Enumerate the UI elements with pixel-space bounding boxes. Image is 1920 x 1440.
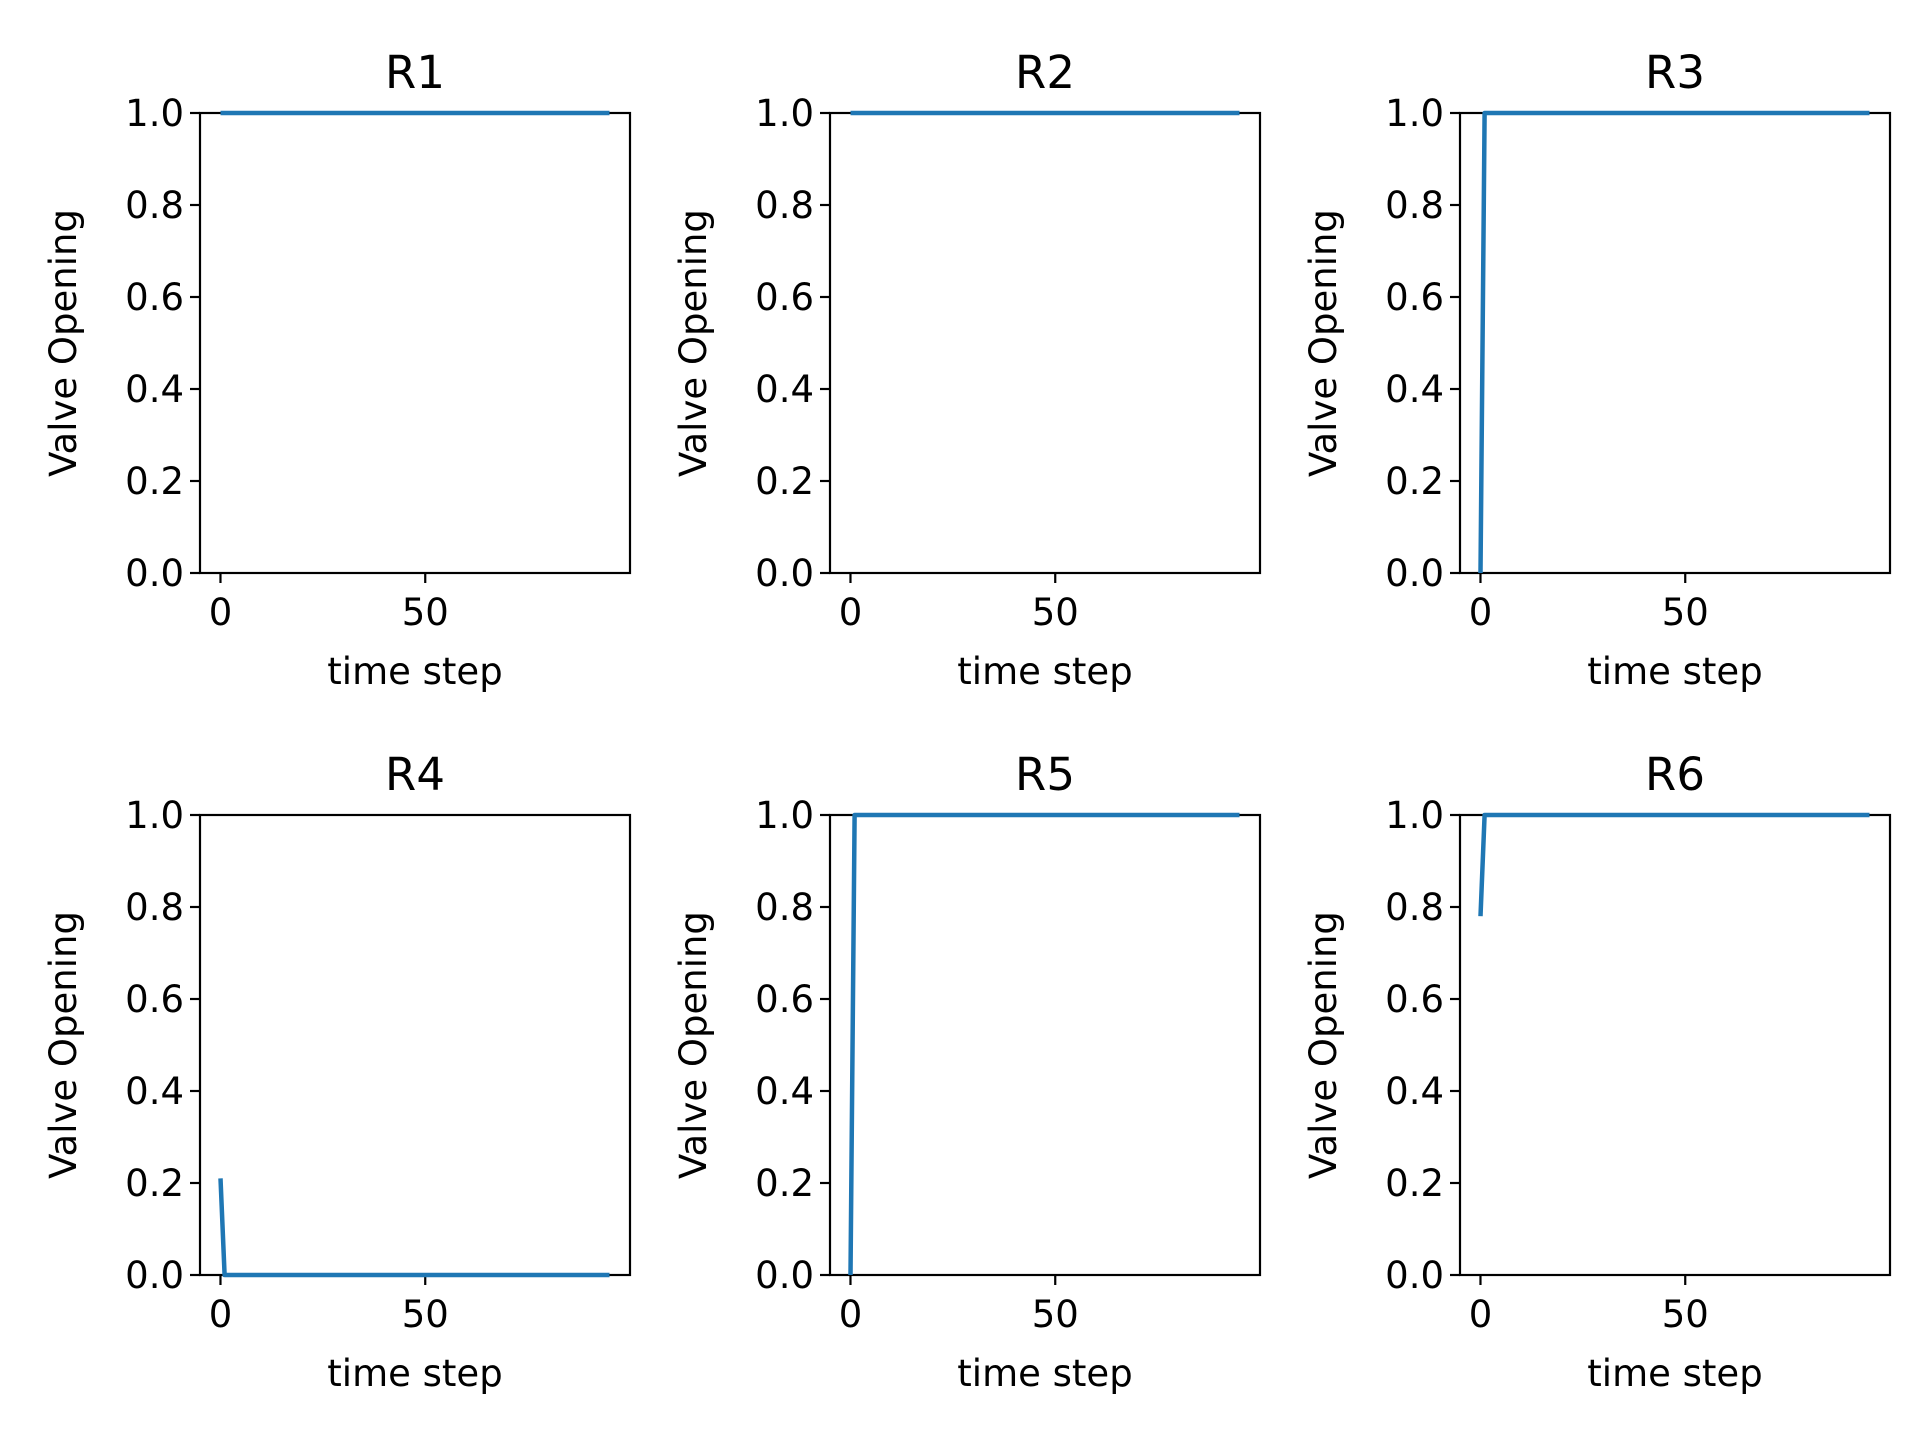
panel-1-x-tick-label: 0 (209, 591, 233, 634)
panel-3-x-tick-label: 0 (1469, 591, 1493, 634)
panel-4-title: R4 (385, 748, 445, 801)
panel-5-y-tick-label: 0.0 (755, 1254, 814, 1297)
panel-3-frame (1458, 111, 1892, 575)
panel-6-x-axis-label: time step (1587, 1352, 1762, 1395)
panel-1-y-tick-label: 0.4 (125, 368, 184, 411)
panel-4-y-axis-label: Valve Opening (42, 911, 85, 1179)
panel-3-y-tick-label: 0.4 (1385, 368, 1444, 411)
panel-4-y-tick-label: 0.8 (125, 886, 184, 929)
panel-5-y-tick-label: 0.4 (755, 1070, 814, 1113)
panel-1-y-tick-label: 0.8 (125, 184, 184, 227)
panel-2-x-tick-label: 0 (839, 591, 863, 634)
panel-4-y-tick-label: 0.2 (125, 1162, 184, 1205)
panel-3-y-axis-label: Valve Opening (1302, 209, 1345, 477)
panel-3-y-tick-label: 0.2 (1385, 460, 1444, 503)
panel-5-x-tick-label: 0 (839, 1293, 863, 1336)
panel-3-series-line (1478, 110, 1870, 574)
panel-2-title: R2 (1015, 46, 1075, 99)
panel-1-y-tick-label: 0.0 (125, 552, 184, 595)
panel-5-y-axis-label: Valve Opening (672, 911, 715, 1179)
panel-4-x-axis-label: time step (327, 1352, 502, 1395)
panel-3-x-axis-label: time step (1587, 650, 1762, 693)
panel-6-frame (1458, 813, 1892, 1277)
panel-4-series-line (218, 1178, 610, 1278)
panel-5-y-tick-label: 0.8 (755, 886, 814, 929)
panel-1-frame (198, 111, 632, 575)
panel-6-title: R6 (1645, 748, 1705, 801)
panel-4-y-tick-label: 0.0 (125, 1254, 184, 1297)
panel-4-y-tick-label: 1.0 (125, 794, 184, 837)
panel-6-y-tick-label: 0.2 (1385, 1162, 1444, 1205)
panel-1-y-tick-label: 0.6 (125, 276, 184, 319)
panel-6-x-tick-label: 0 (1469, 1293, 1493, 1336)
panel-5-title: R5 (1015, 748, 1075, 801)
panel-5-frame (828, 813, 1262, 1277)
panel-2-y-tick-label: 0.0 (755, 552, 814, 595)
panel-5-series-line (848, 812, 1240, 1276)
panel-2-frame (828, 111, 1262, 575)
panel-5-y-tick-label: 0.6 (755, 978, 814, 1021)
panel-2-y-tick-label: 0.2 (755, 460, 814, 503)
panel-2-x-tick-label: 50 (1032, 591, 1079, 634)
panel-4-x-tick-label: 50 (402, 1293, 449, 1336)
panel-5-y-tick-label: 0.2 (755, 1162, 814, 1205)
panel-2-y-tick-label: 0.8 (755, 184, 814, 227)
panel-3-title: R3 (1645, 46, 1705, 99)
panel-1-title: R1 (385, 46, 445, 99)
panel-2-y-tick-label: 0.4 (755, 368, 814, 411)
panel-2-y-tick-label: 1.0 (755, 92, 814, 135)
panel-4-x-tick-label: 0 (209, 1293, 233, 1336)
panel-6-y-tick-label: 0.6 (1385, 978, 1444, 1021)
panel-4-y-tick-label: 0.6 (125, 978, 184, 1021)
panel-3-y-tick-label: 1.0 (1385, 92, 1444, 135)
panel-5-x-axis-label: time step (957, 1352, 1132, 1395)
panel-1-x-tick-label: 50 (402, 591, 449, 634)
panel-3-x-tick-label: 50 (1662, 591, 1709, 634)
panel-1-x-axis-label: time step (327, 650, 502, 693)
panel-6-series-line (1478, 812, 1870, 917)
panel-4-frame (198, 813, 632, 1277)
panel-2-y-axis-label: Valve Opening (672, 209, 715, 477)
panel-6-y-tick-label: 0.8 (1385, 886, 1444, 929)
panel-2-y-tick-label: 0.6 (755, 276, 814, 319)
panel-6-x-tick-label: 50 (1662, 1293, 1709, 1336)
panel-6-y-axis-label: Valve Opening (1302, 911, 1345, 1179)
panel-6-y-tick-label: 0.0 (1385, 1254, 1444, 1297)
panel-6-y-tick-label: 0.4 (1385, 1070, 1444, 1113)
panel-3-y-tick-label: 0.0 (1385, 552, 1444, 595)
panel-1-y-tick-label: 1.0 (125, 92, 184, 135)
panel-4-y-tick-label: 0.4 (125, 1070, 184, 1113)
panel-2-x-axis-label: time step (957, 650, 1132, 693)
panel-1-y-tick-label: 0.2 (125, 460, 184, 503)
panel-3-y-tick-label: 0.8 (1385, 184, 1444, 227)
panel-1-y-axis-label: Valve Opening (42, 209, 85, 477)
panel-5-y-tick-label: 1.0 (755, 794, 814, 837)
panel-5-x-tick-label: 50 (1032, 1293, 1079, 1336)
panel-3-y-tick-label: 0.6 (1385, 276, 1444, 319)
panel-6-y-tick-label: 1.0 (1385, 794, 1444, 837)
